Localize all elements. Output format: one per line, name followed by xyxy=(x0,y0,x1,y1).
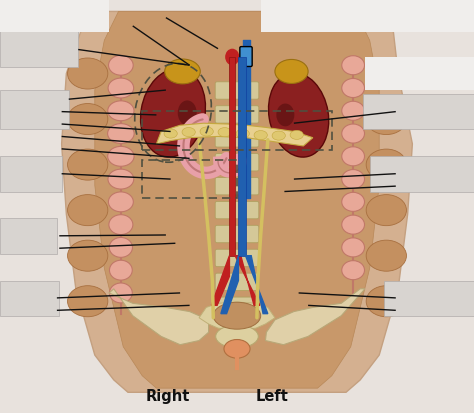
Polygon shape xyxy=(238,58,246,256)
Ellipse shape xyxy=(67,59,108,90)
Ellipse shape xyxy=(342,238,365,257)
Ellipse shape xyxy=(213,302,261,330)
FancyBboxPatch shape xyxy=(215,297,259,315)
Ellipse shape xyxy=(108,79,134,99)
Polygon shape xyxy=(156,124,313,147)
Ellipse shape xyxy=(67,286,108,317)
Ellipse shape xyxy=(216,325,258,348)
Polygon shape xyxy=(221,256,238,314)
Ellipse shape xyxy=(109,215,133,235)
FancyBboxPatch shape xyxy=(0,281,59,316)
Ellipse shape xyxy=(108,102,134,121)
Ellipse shape xyxy=(67,195,108,226)
Ellipse shape xyxy=(366,286,406,317)
Ellipse shape xyxy=(236,130,249,139)
Ellipse shape xyxy=(366,59,406,90)
Ellipse shape xyxy=(218,128,231,138)
Ellipse shape xyxy=(275,60,308,84)
Ellipse shape xyxy=(366,104,406,135)
Ellipse shape xyxy=(290,131,303,140)
Ellipse shape xyxy=(109,192,133,212)
FancyBboxPatch shape xyxy=(240,47,252,67)
Ellipse shape xyxy=(67,104,108,135)
FancyBboxPatch shape xyxy=(0,29,78,68)
FancyBboxPatch shape xyxy=(215,273,259,291)
FancyBboxPatch shape xyxy=(215,107,259,124)
FancyBboxPatch shape xyxy=(365,58,474,91)
Polygon shape xyxy=(211,256,229,306)
Ellipse shape xyxy=(67,240,108,272)
FancyBboxPatch shape xyxy=(0,219,57,254)
Polygon shape xyxy=(229,58,235,256)
Ellipse shape xyxy=(272,132,285,141)
Ellipse shape xyxy=(342,216,365,235)
Bar xyxy=(142,161,237,198)
FancyBboxPatch shape xyxy=(215,154,259,171)
Ellipse shape xyxy=(108,170,134,190)
Polygon shape xyxy=(62,12,412,392)
FancyBboxPatch shape xyxy=(215,202,259,219)
Ellipse shape xyxy=(108,147,134,167)
Polygon shape xyxy=(246,256,268,314)
Ellipse shape xyxy=(276,104,294,127)
Ellipse shape xyxy=(268,74,329,158)
Ellipse shape xyxy=(342,170,365,189)
Polygon shape xyxy=(235,256,260,306)
Ellipse shape xyxy=(109,261,132,280)
Polygon shape xyxy=(265,289,365,345)
Ellipse shape xyxy=(141,69,205,158)
Polygon shape xyxy=(109,289,209,345)
Ellipse shape xyxy=(342,102,365,121)
Ellipse shape xyxy=(200,128,213,137)
FancyBboxPatch shape xyxy=(215,226,259,243)
Ellipse shape xyxy=(164,130,177,139)
FancyBboxPatch shape xyxy=(215,83,259,100)
Ellipse shape xyxy=(366,195,406,226)
FancyBboxPatch shape xyxy=(0,0,109,33)
FancyBboxPatch shape xyxy=(370,157,474,192)
Ellipse shape xyxy=(108,124,134,144)
Ellipse shape xyxy=(109,238,132,258)
FancyBboxPatch shape xyxy=(261,0,474,33)
FancyBboxPatch shape xyxy=(215,131,259,148)
FancyBboxPatch shape xyxy=(0,157,62,192)
Ellipse shape xyxy=(254,131,267,140)
Text: Left: Left xyxy=(256,388,289,403)
Polygon shape xyxy=(199,302,275,330)
Ellipse shape xyxy=(366,150,406,181)
FancyBboxPatch shape xyxy=(215,178,259,195)
Ellipse shape xyxy=(342,79,365,98)
Ellipse shape xyxy=(67,150,108,181)
Ellipse shape xyxy=(224,339,250,358)
Ellipse shape xyxy=(165,60,200,85)
Ellipse shape xyxy=(225,50,239,66)
FancyBboxPatch shape xyxy=(363,95,474,130)
Text: Right: Right xyxy=(146,388,191,403)
Ellipse shape xyxy=(178,101,197,126)
Bar xyxy=(142,112,332,151)
Ellipse shape xyxy=(342,193,365,212)
Ellipse shape xyxy=(342,147,365,166)
FancyBboxPatch shape xyxy=(0,91,69,130)
Ellipse shape xyxy=(342,125,365,144)
Ellipse shape xyxy=(109,56,133,76)
Ellipse shape xyxy=(342,261,365,280)
FancyBboxPatch shape xyxy=(384,281,474,316)
Polygon shape xyxy=(95,12,379,388)
Ellipse shape xyxy=(182,128,195,137)
Ellipse shape xyxy=(342,57,365,76)
Ellipse shape xyxy=(109,283,132,303)
Ellipse shape xyxy=(366,240,406,272)
FancyBboxPatch shape xyxy=(215,249,259,267)
